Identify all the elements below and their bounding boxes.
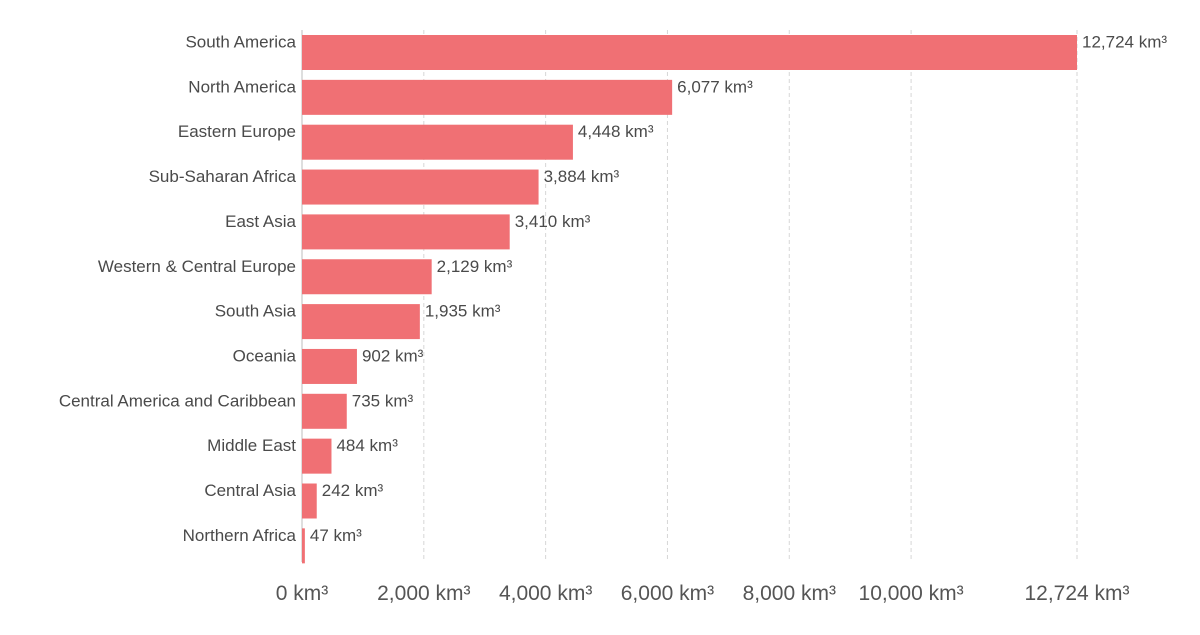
bar (302, 124, 573, 160)
category-label: North America (188, 77, 296, 96)
data-label: 3,884 km³ (544, 167, 620, 186)
data-label: 1,935 km³ (425, 302, 501, 321)
category-label: Oceania (233, 346, 297, 365)
bar (302, 214, 510, 250)
bar (302, 393, 347, 429)
x-tick-label: 6,000 km³ (621, 582, 714, 605)
category-label: Central Asia (204, 481, 296, 500)
data-label: 242 km³ (322, 481, 384, 500)
data-label: 47 km³ (310, 526, 362, 545)
data-label: 2,129 km³ (437, 257, 513, 276)
bar (302, 483, 317, 519)
data-label: 6,077 km³ (677, 77, 753, 96)
x-tick-label: 8,000 km³ (743, 582, 836, 605)
category-label: Middle East (207, 436, 296, 455)
bars (302, 35, 1077, 564)
gridlines (301, 30, 1078, 562)
data-label: 4,448 km³ (578, 122, 654, 141)
category-label: Central America and Caribbean (59, 391, 296, 410)
x-tick-label: 0 km³ (276, 582, 329, 605)
x-tick-label: 2,000 km³ (377, 582, 470, 605)
bar (302, 79, 673, 115)
category-labels: South America North America Eastern Europe… (59, 33, 297, 545)
x-tick-label: 12,724 km³ (1024, 582, 1129, 605)
data-label: 484 km³ (336, 436, 398, 455)
bar (302, 259, 432, 295)
x-tick-label: 10,000 km³ (859, 582, 964, 605)
x-tick-label: 4,000 km³ (499, 582, 592, 605)
category-label: Northern Africa (183, 526, 297, 545)
bar (302, 169, 539, 205)
category-label: Eastern Europe (178, 122, 296, 141)
category-label: South Asia (215, 302, 297, 321)
category-label: Western & Central Europe (98, 257, 296, 276)
bar (302, 348, 357, 384)
data-label: 12,724 km³ (1082, 33, 1167, 52)
value-labels: 12,724 km³ 6,077 km³ 4,448 km³ 3,884 km³ 3,4… (310, 33, 1168, 545)
category-label: East Asia (225, 212, 296, 231)
category-label: Sub-Saharan Africa (149, 167, 297, 186)
bar (302, 35, 1077, 70)
bar (302, 528, 305, 564)
data-label: 3,410 km³ (515, 212, 591, 231)
bar (302, 438, 332, 474)
x-axis-tick-labels: 0 km³ 2,000 km³ 4,000 km³ 6,000 km³ 8,000 km… (276, 582, 1130, 605)
bar (302, 304, 420, 340)
data-label: 735 km³ (352, 391, 414, 410)
data-label: 902 km³ (362, 346, 424, 365)
category-label: South America (185, 33, 296, 52)
